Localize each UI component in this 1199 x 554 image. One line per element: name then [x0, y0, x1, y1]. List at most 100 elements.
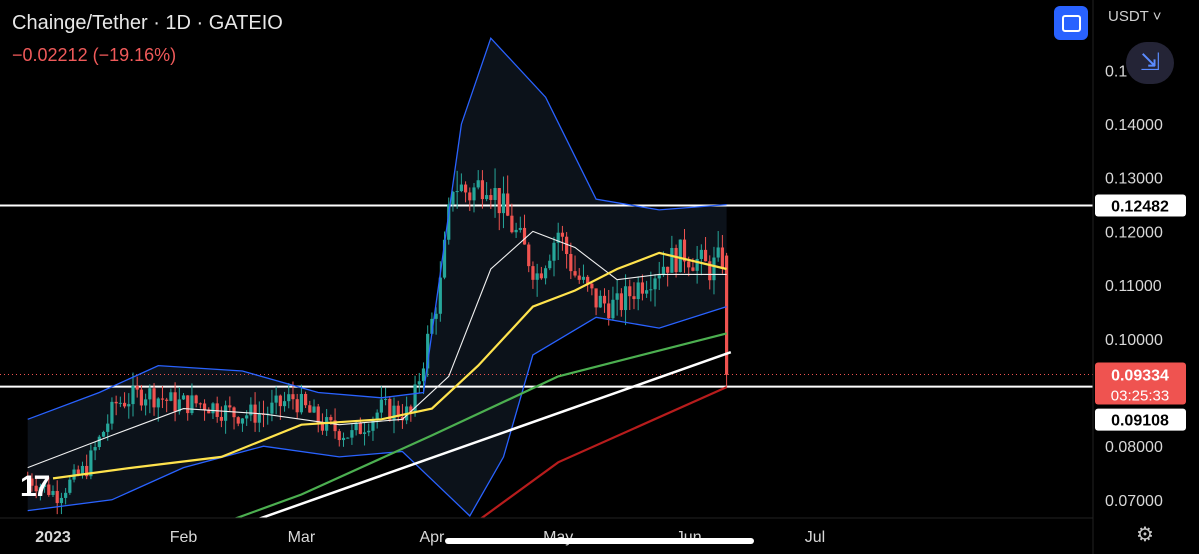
candle — [85, 465, 89, 477]
candle — [413, 384, 417, 412]
candle — [522, 227, 527, 245]
price-tag-current: 0.09334 — [1111, 368, 1169, 385]
candle — [173, 392, 177, 412]
candle — [573, 271, 577, 276]
candle — [636, 282, 640, 300]
candle — [649, 289, 653, 291]
candle — [68, 479, 72, 493]
candle — [341, 437, 346, 441]
candle — [228, 405, 232, 408]
candle — [527, 244, 531, 267]
candle — [358, 422, 362, 434]
candle — [501, 193, 506, 214]
candle — [101, 431, 106, 437]
candle — [514, 229, 518, 233]
candle — [543, 268, 548, 279]
candle — [687, 261, 691, 268]
candle — [337, 431, 341, 441]
candle — [379, 399, 383, 413]
candle — [396, 405, 400, 417]
candle — [472, 187, 476, 201]
candle — [38, 487, 42, 492]
candle — [556, 232, 560, 243]
candle — [181, 395, 186, 400]
candle — [674, 247, 678, 273]
candle — [97, 436, 101, 448]
candle — [493, 188, 497, 200]
candle — [623, 286, 628, 311]
candle — [316, 406, 320, 424]
candle — [653, 278, 657, 290]
candle — [434, 313, 438, 319]
candle — [666, 266, 670, 273]
candle — [459, 184, 463, 192]
candle — [165, 399, 169, 401]
plot-area[interactable] — [0, 36, 1093, 553]
candle — [421, 368, 426, 382]
candle — [607, 303, 611, 319]
candle — [64, 492, 68, 498]
trendline[interactable] — [221, 351, 732, 532]
candle — [76, 469, 80, 475]
y-tick-label: 0.11000 — [1105, 278, 1162, 295]
candle — [447, 204, 451, 240]
candle — [615, 293, 619, 300]
candle — [670, 247, 674, 273]
candle — [144, 399, 148, 406]
candle — [712, 257, 716, 281]
bollinger-lower — [27, 305, 727, 517]
x-tick-label: Feb — [170, 529, 198, 546]
candle — [417, 381, 421, 385]
y-tick-label: 0.13000 — [1105, 171, 1163, 188]
candle — [47, 484, 51, 495]
candle — [207, 409, 211, 414]
candle — [362, 432, 367, 434]
y-tick-label: 0.12000 — [1105, 224, 1163, 241]
candle — [89, 450, 93, 477]
candle — [569, 253, 573, 272]
candle — [518, 227, 522, 230]
candle — [224, 405, 228, 421]
candle — [442, 239, 447, 278]
candle — [131, 385, 135, 405]
candle — [645, 290, 649, 294]
home-indicator[interactable] — [445, 538, 754, 544]
candle — [30, 478, 34, 486]
currency-label: USDT — [1108, 8, 1149, 25]
candle — [598, 295, 602, 308]
countdown-label: 03:25:33 — [1111, 388, 1169, 405]
price-tag-low-bg — [1095, 408, 1186, 431]
collapse-arrows-icon[interactable]: ⇲ — [1126, 42, 1174, 84]
fullscreen-icon[interactable] — [1054, 6, 1088, 40]
candle — [304, 393, 308, 406]
candle — [409, 406, 413, 412]
currency-selector[interactable]: USDT ˅ — [1108, 8, 1162, 25]
candle — [590, 283, 594, 289]
candle — [497, 188, 501, 214]
price-tag-current-bg — [1095, 362, 1186, 405]
candle — [531, 266, 535, 280]
candle — [219, 416, 223, 421]
candle — [320, 423, 325, 431]
candle — [565, 236, 569, 254]
candle — [26, 478, 30, 480]
candle — [682, 239, 687, 262]
candle — [708, 261, 712, 281]
moving-average-red — [479, 386, 728, 518]
candle — [240, 418, 245, 424]
candle — [657, 275, 661, 279]
candle — [270, 402, 274, 414]
candle — [34, 485, 38, 492]
candle — [261, 413, 266, 415]
candle — [42, 484, 47, 488]
candle — [152, 388, 156, 408]
candle — [581, 276, 586, 280]
candle — [455, 191, 459, 193]
candle — [106, 423, 110, 432]
candle — [552, 242, 556, 261]
bollinger-fill — [27, 38, 727, 516]
gear-icon[interactable]: ⚙ — [1136, 524, 1154, 546]
y-tick-label: 0.07000 — [1105, 493, 1163, 510]
candle — [148, 388, 152, 400]
